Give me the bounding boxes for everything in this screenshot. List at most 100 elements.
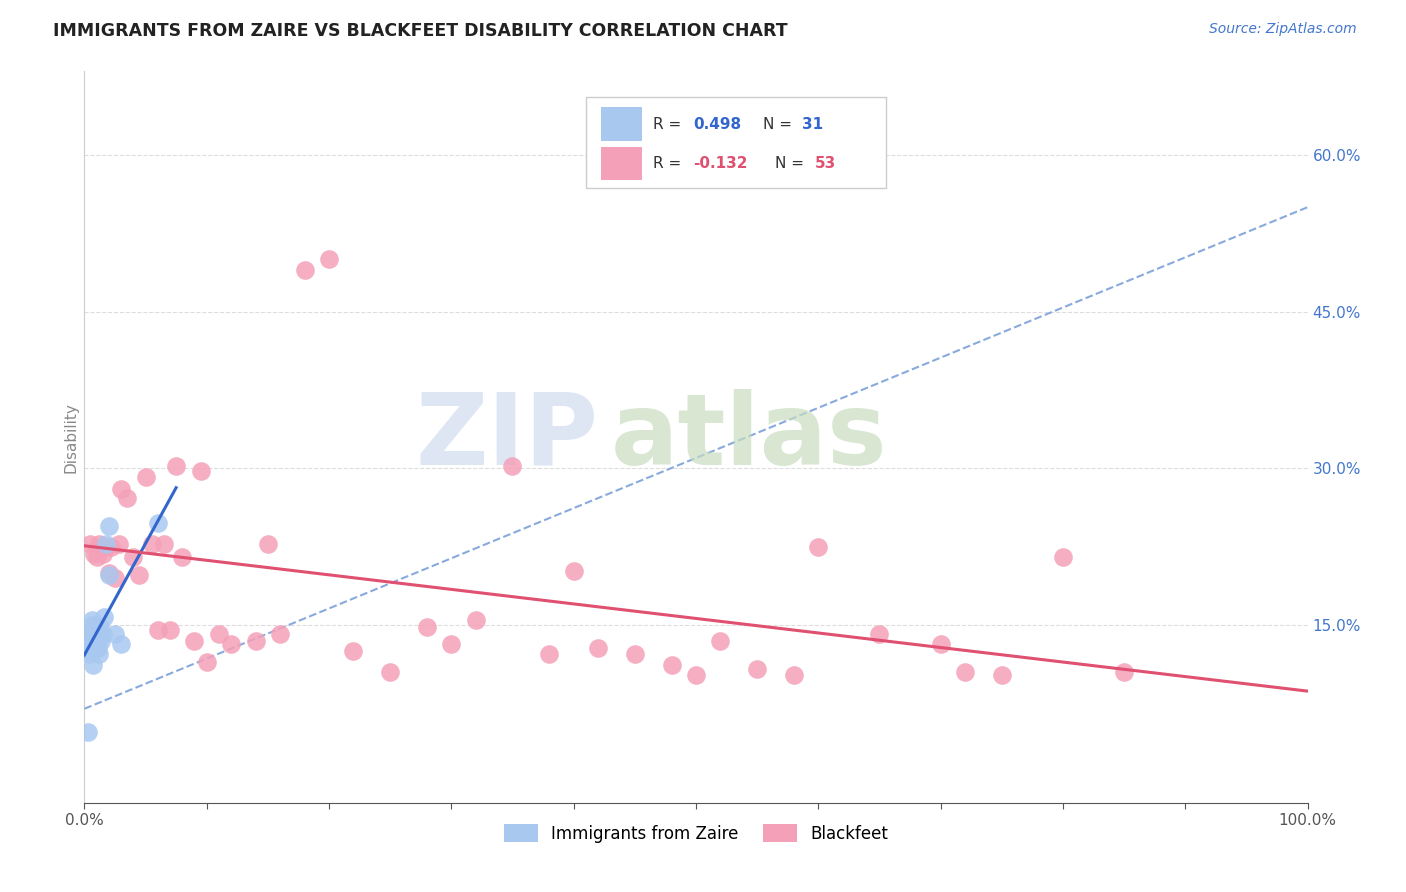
Text: R =: R = (654, 156, 686, 171)
Point (929, 637, 952, 651)
Point (195, 655, 218, 669)
Point (1114, 665, 1136, 680)
Text: R =: R = (654, 117, 686, 132)
Point (87, 648, 110, 662)
Point (807, 540, 830, 554)
Point (76, 633, 98, 648)
Point (1052, 550, 1074, 565)
Point (80, 613, 103, 627)
Point (86, 550, 108, 565)
Point (141, 536, 163, 550)
Point (79, 536, 101, 550)
Point (80, 618, 103, 632)
Point (159, 624, 181, 638)
Point (89, 620, 111, 634)
Point (87, 536, 110, 550)
Point (562, 564, 585, 578)
Point (83, 547, 105, 561)
Point (82, 657, 104, 672)
Point (77, 637, 100, 651)
Point (294, 263, 316, 277)
Point (153, 536, 176, 550)
Point (146, 516, 169, 530)
Point (110, 637, 132, 651)
Point (97, 519, 120, 533)
Point (783, 668, 806, 682)
Text: N =: N = (763, 117, 797, 132)
Point (991, 668, 1014, 682)
Point (87, 626, 110, 640)
Text: -0.132: -0.132 (693, 156, 748, 171)
Point (82, 620, 104, 634)
Point (84, 631, 107, 645)
Point (77, 637, 100, 651)
Point (342, 644, 364, 658)
Point (77, 724, 100, 739)
Point (135, 470, 157, 484)
Text: 53: 53 (814, 156, 837, 171)
Point (77, 639, 100, 653)
Point (96, 536, 118, 550)
Text: Source: ZipAtlas.com: Source: ZipAtlas.com (1209, 22, 1357, 37)
Point (77, 629, 100, 643)
Point (77, 631, 100, 645)
Point (77, 624, 100, 638)
Point (661, 657, 683, 672)
Text: N =: N = (776, 156, 810, 171)
Point (380, 665, 402, 680)
Point (709, 633, 731, 648)
Point (869, 626, 891, 640)
Point (79, 648, 101, 662)
Point (115, 491, 138, 505)
Point (87, 641, 110, 656)
Point (79, 644, 101, 658)
Point (146, 624, 169, 638)
Point (110, 483, 132, 497)
Text: 0.498: 0.498 (693, 117, 741, 132)
Point (100, 540, 122, 554)
Point (122, 550, 145, 565)
Point (104, 571, 127, 585)
Point (93, 609, 115, 624)
Point (165, 459, 187, 474)
Point (318, 252, 340, 267)
Point (257, 536, 280, 550)
Legend: Immigrants from Zaire, Blackfeet: Immigrants from Zaire, Blackfeet (498, 818, 894, 849)
Point (245, 633, 267, 648)
Point (104, 626, 127, 640)
Point (91, 626, 114, 640)
Point (107, 536, 129, 550)
Point (128, 568, 150, 582)
FancyBboxPatch shape (586, 97, 886, 188)
Point (90, 633, 112, 648)
Point (91, 547, 114, 561)
Point (83, 626, 105, 640)
Point (502, 459, 524, 474)
Text: atlas: atlas (610, 389, 887, 485)
Point (586, 641, 609, 656)
Point (685, 668, 707, 682)
Point (219, 637, 242, 651)
Text: ZIP: ZIP (415, 389, 598, 485)
Point (953, 665, 976, 680)
Point (172, 550, 194, 565)
Point (538, 648, 561, 662)
Point (208, 626, 231, 640)
Point (440, 637, 463, 651)
FancyBboxPatch shape (600, 146, 643, 180)
Point (97, 566, 120, 580)
Text: IMMIGRANTS FROM ZAIRE VS BLACKFEET DISABILITY CORRELATION CHART: IMMIGRANTS FROM ZAIRE VS BLACKFEET DISAB… (53, 22, 787, 40)
Point (464, 613, 486, 627)
Y-axis label: Disability: Disability (63, 401, 79, 473)
Point (269, 626, 291, 640)
Point (183, 633, 205, 648)
Text: 31: 31 (803, 117, 824, 132)
Point (747, 662, 769, 676)
Point (97, 568, 120, 582)
Point (624, 648, 647, 662)
Point (96, 540, 118, 554)
Point (190, 463, 212, 477)
FancyBboxPatch shape (600, 107, 643, 141)
Point (79, 629, 101, 643)
Point (86, 636, 108, 650)
